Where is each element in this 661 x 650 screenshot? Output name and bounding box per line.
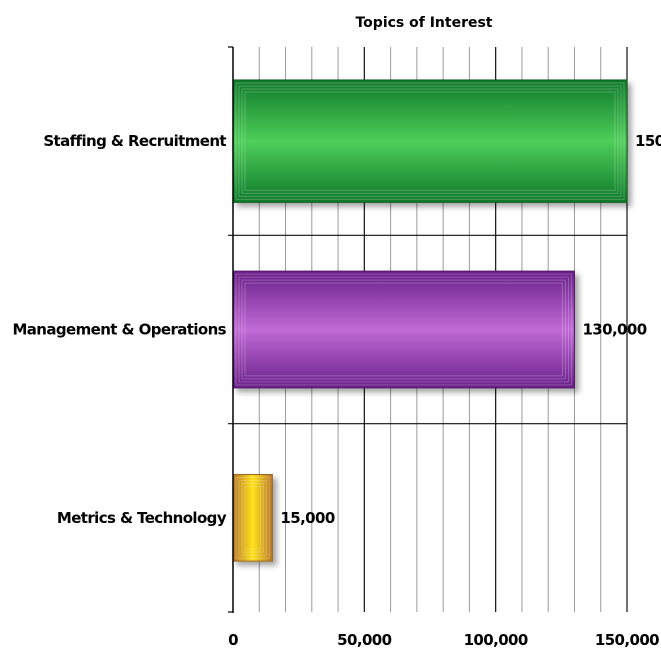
data-label: 150 xyxy=(635,132,661,150)
labels: Staffing & Recruitment 150 Management & Op… xyxy=(12,132,661,649)
data-label: 15,000 xyxy=(280,509,334,527)
axes xyxy=(228,46,234,613)
category-label: Metrics & Technology xyxy=(57,509,227,527)
chart-title: Topics of Interest xyxy=(355,15,492,31)
data-label: 130,000 xyxy=(582,321,646,339)
x-tick-label: 0 xyxy=(228,631,238,649)
x-tick-label: 100,000 xyxy=(464,631,528,649)
x-tick-label: 50,000 xyxy=(337,631,391,649)
x-tick-label: 150,000 xyxy=(595,631,659,649)
bars xyxy=(232,79,628,562)
bar xyxy=(232,79,628,203)
category-label: Staffing & Recruitment xyxy=(43,132,226,150)
bar xyxy=(232,270,575,389)
bar xyxy=(232,474,273,562)
category-label: Management & Operations xyxy=(12,321,226,339)
